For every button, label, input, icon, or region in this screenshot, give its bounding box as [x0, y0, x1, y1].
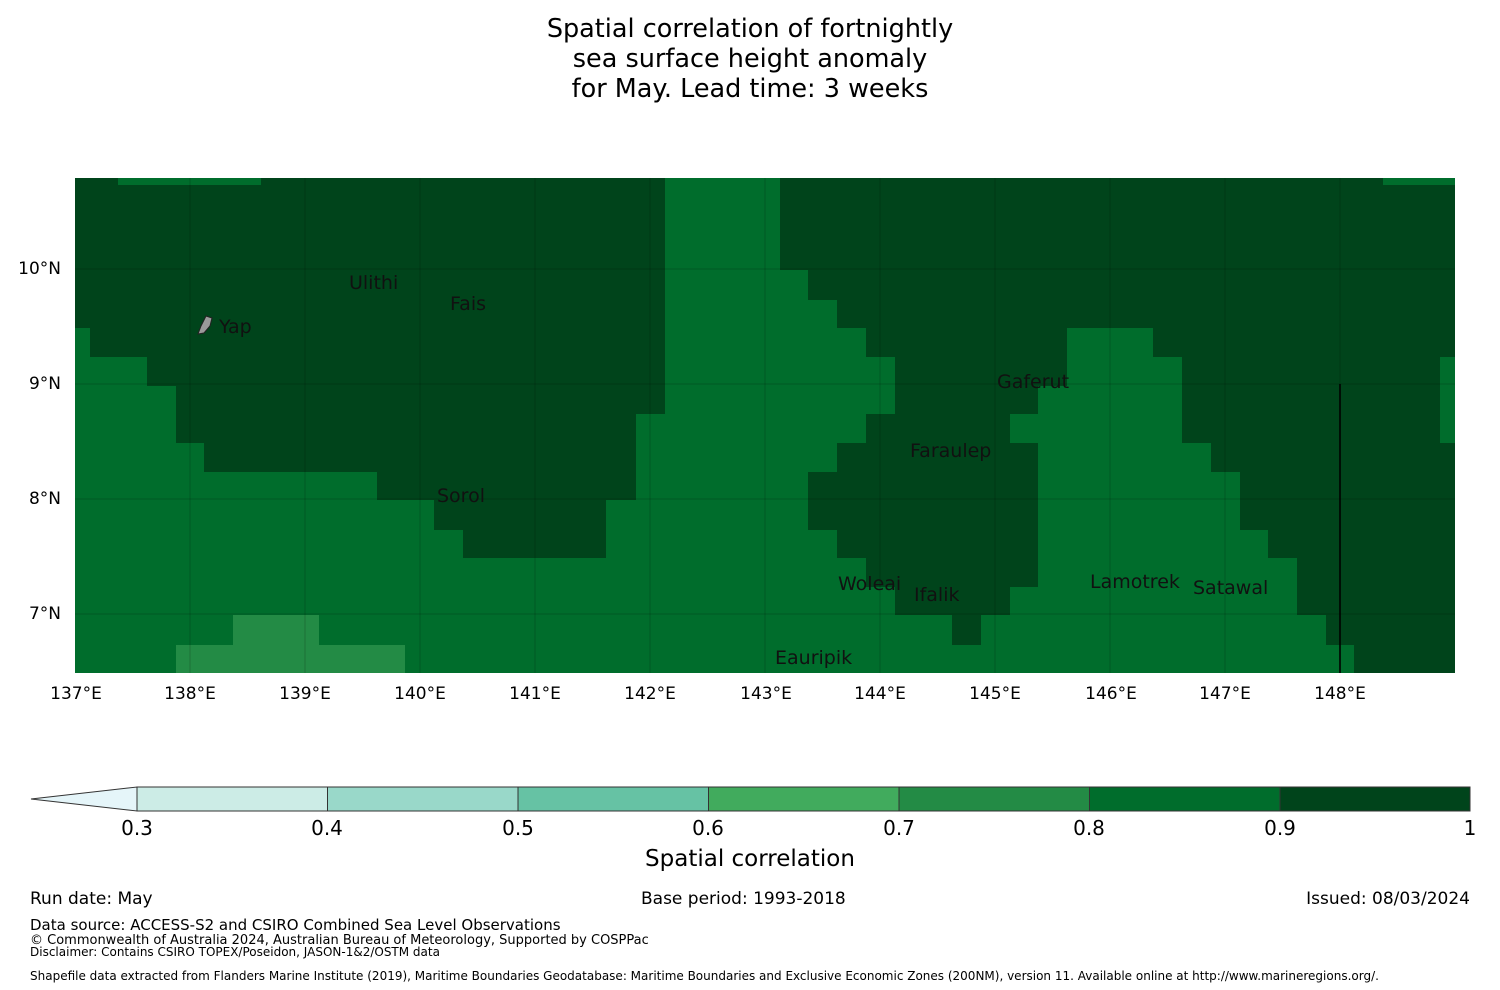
lat-tick-7n: 7°N [28, 604, 61, 624]
map-grid [75, 178, 1455, 673]
colorbar-tick-0.8: 0.8 [1073, 816, 1105, 840]
run-date: Run date: May [30, 889, 153, 909]
lat-tick-9n: 9°N [28, 374, 61, 394]
region-very-high-west [75, 178, 665, 558]
lon-tick-146e: 146°E [1085, 684, 1137, 704]
lat-tick-10n: 10°N [18, 259, 61, 279]
colorbar-label: Spatial correlation [645, 846, 855, 872]
colorbar-tick-0.4: 0.4 [311, 816, 343, 840]
colorbar-segment-0.9-1.0 [1279, 786, 1471, 812]
region-high-top-left [118, 178, 261, 185]
place-label-yap: Yap [219, 316, 252, 338]
lon-tick-148e: 148°E [1314, 684, 1366, 704]
place-label-eauripik: Eauripik [775, 647, 853, 669]
place-label-sorol: Sorol [437, 485, 485, 507]
region-high-top-center [665, 242, 780, 270]
lon-tick-140e: 140°E [394, 684, 446, 704]
colorbar-segment-0.7-0.8 [898, 786, 1090, 812]
colorbar-tick-0.3: 0.3 [121, 816, 153, 840]
region-high-top-right [1383, 178, 1455, 185]
lon-tick-137e: 137°E [50, 684, 102, 704]
colorbar-tick-1: 1 [1463, 816, 1477, 840]
colorbar-segment-0.4-0.5 [327, 786, 519, 812]
lon-tick-143e: 143°E [740, 684, 792, 704]
colorbar-tick-0.5: 0.5 [502, 816, 534, 840]
lon-tick-138e: 138°E [164, 684, 216, 704]
place-label-ulithi: Ulithi [349, 272, 399, 294]
disclaimer: Disclaimer: Contains CSIRO TOPEX/Poseido… [30, 945, 440, 959]
shapefile-credit: Shapefile data extracted from Flanders M… [30, 969, 1379, 983]
region-very-high-center [780, 178, 1455, 673]
place-label-satawal: Satawal [1193, 577, 1269, 599]
lon-tick-141e: 141°E [509, 684, 561, 704]
region-moderate-southwest [176, 615, 405, 673]
place-label-woleai: Woleai [838, 573, 902, 595]
title-line-2: sea surface height anomaly [572, 44, 928, 74]
place-label-ifalik: Ifalik [914, 584, 960, 606]
colorbar-segment-0.8-0.9 [1089, 786, 1281, 812]
colorbar-segment-0.5-0.6 [517, 786, 709, 812]
lat-tick-8n: 8°N [28, 489, 61, 509]
colorbar-tick-0.7: 0.7 [883, 816, 915, 840]
lon-tick-145e: 145°E [969, 684, 1021, 704]
colorbar-tick-0.6: 0.6 [692, 816, 724, 840]
place-label-fais: Fais [450, 293, 487, 315]
data-source: Data source: ACCESS-S2 and CSIRO Combine… [30, 916, 561, 934]
base-period: Base period: 1993-2018 [641, 889, 846, 909]
chart-title: Spatial correlation of fortnightly sea s… [0, 14, 1500, 104]
yap-island-shape [197, 315, 213, 335]
lon-tick-139e: 139°E [279, 684, 331, 704]
colorbar [30, 786, 1471, 812]
colorbar-extension-arrow [30, 786, 138, 812]
title-line-1: Spatial correlation of fortnightly [546, 14, 954, 44]
place-label-faraulep: Faraulep [910, 440, 992, 462]
colorbar-segment-0.3-0.4 [136, 786, 328, 812]
colorbar-tick-0.9: 0.9 [1264, 816, 1296, 840]
place-label-lamotrek: Lamotrek [1090, 571, 1180, 593]
lon-tick-142e: 142°E [624, 684, 676, 704]
title-line-3: for May. Lead time: 3 weeks [571, 74, 929, 104]
lon-tick-147e: 147°E [1199, 684, 1251, 704]
copyright-notice: © Commonwealth of Australia 2024, Austra… [30, 933, 649, 948]
place-label-gaferut: Gaferut [997, 371, 1070, 393]
colorbar-segment-0.6-0.7 [708, 786, 900, 812]
issued-date: Issued: 08/03/2024 [1306, 889, 1470, 909]
lon-tick-144e: 144°E [854, 684, 906, 704]
